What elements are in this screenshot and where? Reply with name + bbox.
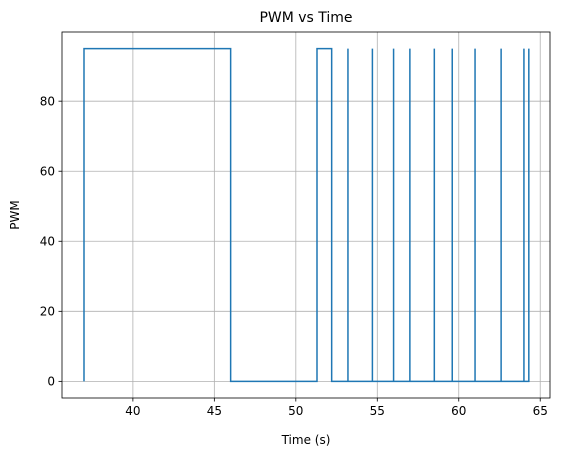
y-tick-label: 20: [40, 305, 55, 319]
series-layer: [83, 47, 530, 383]
x-tick-label: 65: [533, 404, 548, 418]
plot-frame: [61, 31, 551, 399]
y-axis-label: PWM: [8, 200, 22, 229]
y-ticks: 0 20 40 60 80: [40, 94, 62, 389]
y-tick-label: 80: [40, 94, 55, 108]
x-ticks: 40 45 50 55 60 65: [125, 398, 548, 418]
x-tick-label: 60: [451, 404, 466, 418]
y-tick-label: 40: [40, 235, 55, 249]
y-tick-label: 60: [40, 165, 55, 179]
chart-title: PWM vs Time: [259, 10, 352, 26]
x-tick-label: 40: [125, 404, 140, 418]
x-axis-label: Time (s): [281, 433, 331, 447]
pwm-series-line: [83, 47, 530, 383]
x-tick-label: 50: [288, 404, 303, 418]
x-tick-label: 55: [370, 404, 385, 418]
grid-lines: [62, 32, 550, 398]
x-tick-label: 45: [207, 404, 222, 418]
y-tick-label: 0: [47, 375, 55, 389]
